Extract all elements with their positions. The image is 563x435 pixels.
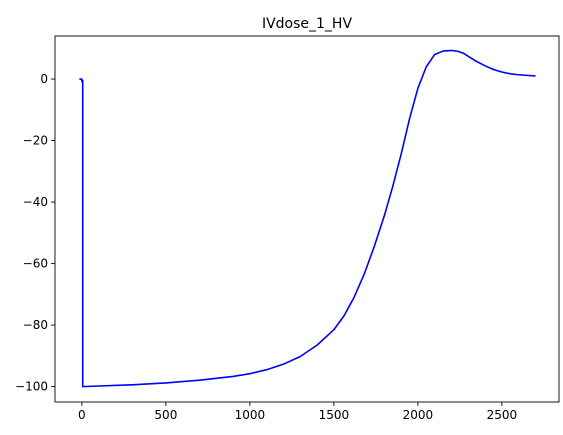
x-tick-label: 500 [154, 408, 177, 422]
y-tick-label: 0 [40, 72, 48, 86]
chart-title: IVdose_1_HV [262, 16, 353, 32]
y-tick-label: −80 [23, 318, 48, 332]
y-tick-label: −40 [23, 195, 48, 209]
x-tick-label: 0 [78, 408, 86, 422]
y-tick-label: −20 [23, 134, 48, 148]
x-axis: 0 500 1000 1500 2000 2500 [78, 402, 517, 422]
plot-area [79, 49, 536, 388]
y-tick-label: −100 [15, 380, 48, 394]
y-axis: 0 −20 −40 −60 −80 −100 [15, 72, 55, 394]
series-line-0 [79, 49, 536, 388]
x-tick-label: 1000 [235, 408, 266, 422]
x-tick-label: 1500 [319, 408, 350, 422]
x-tick-label: 2500 [487, 408, 518, 422]
axes-frame [54, 35, 560, 403]
y-tick-label: −60 [23, 257, 48, 271]
x-tick-label: 2000 [403, 408, 434, 422]
